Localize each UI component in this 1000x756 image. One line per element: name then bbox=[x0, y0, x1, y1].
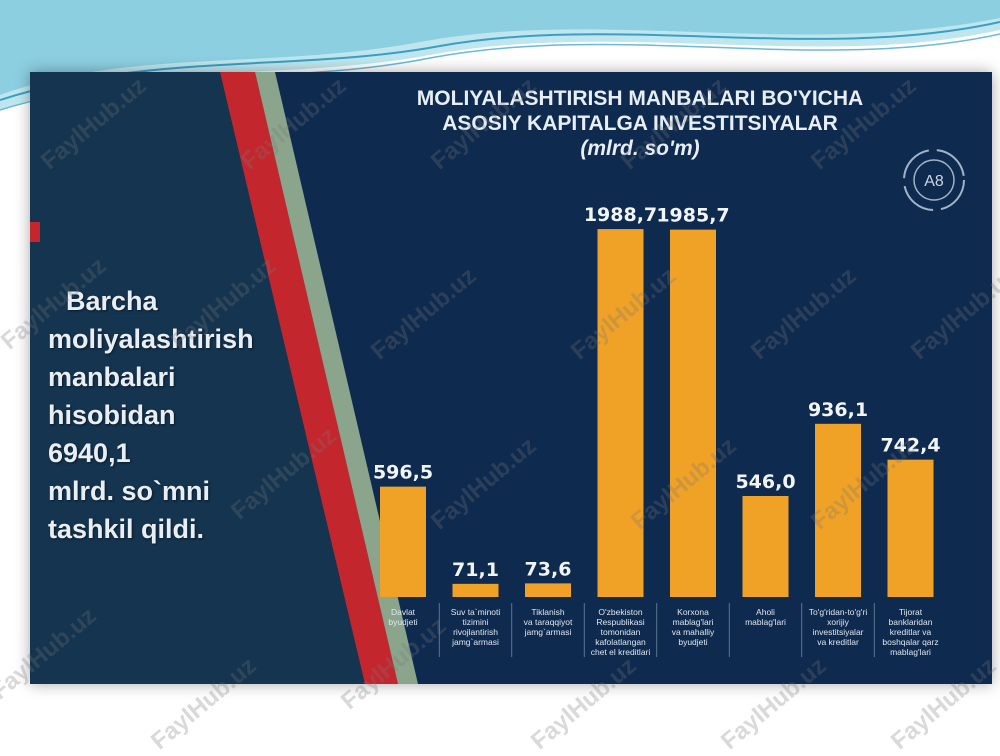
summary-line: mlrd. so`mni bbox=[48, 476, 211, 506]
bar bbox=[597, 229, 644, 597]
bar-value-label: 1985,7 bbox=[656, 205, 729, 227]
logo-icon: A8 bbox=[903, 149, 965, 211]
category-label: Aholi mablag'lari bbox=[745, 607, 786, 627]
summary-text: Barcha moliyalashtirish manbalari hisobi… bbox=[48, 282, 318, 548]
bar bbox=[380, 486, 426, 597]
chart-unit: (mlrd. so'm) bbox=[580, 137, 700, 160]
bar bbox=[670, 229, 716, 597]
bar bbox=[452, 583, 499, 597]
bar bbox=[815, 423, 861, 597]
category-label: O'zbekiston Respublikasi tomonidan kafolatl… bbox=[591, 607, 651, 657]
bar-chart: 596,5 Davlat byudjeti 71,1 Suv ta`minoti tizi… bbox=[373, 204, 941, 657]
chart-title-line: ASOSIY KAPITALGA INVESTITSIYALAR bbox=[442, 112, 838, 135]
bar bbox=[887, 459, 934, 597]
bar-value-label: 71,1 bbox=[452, 559, 499, 581]
summary-line: hisobidan bbox=[48, 400, 176, 430]
logo-text: A8 bbox=[924, 173, 944, 190]
summary-line: 6940,1 bbox=[48, 438, 131, 468]
slide-frame: Barcha moliyalashtirish manbalari hisobi… bbox=[30, 72, 992, 684]
bar bbox=[742, 495, 789, 597]
summary-line: tashkil qildi. bbox=[48, 514, 205, 544]
summary-line: manbalari bbox=[48, 362, 176, 392]
category-label: Suv ta`minoti tizimini rivojlantirish jamg`… bbox=[451, 607, 501, 647]
bar-value-label: 936,1 bbox=[808, 399, 868, 421]
category-label: Korxona mablag'lari va mahalliy byudjeti bbox=[672, 607, 715, 647]
summary-line: moliyalashtirish bbox=[48, 324, 254, 354]
bar-value-label: 596,5 bbox=[373, 462, 433, 484]
bar-value-label: 1988,7 bbox=[584, 204, 657, 226]
chart-title-line: MOLIYALASHTIRISH MANBALARI BO'YICHA bbox=[416, 87, 864, 110]
bar bbox=[525, 583, 571, 597]
bar-value-label: 546,0 bbox=[735, 471, 795, 493]
bar-value-label: 742,4 bbox=[880, 435, 940, 457]
summary-line: Barcha bbox=[66, 286, 158, 316]
category-label: Davlat byudjeti bbox=[388, 607, 417, 627]
chart-title: MOLIYALASHTIRISH MANBALARI BO'YICHA ASOS… bbox=[360, 86, 920, 161]
category-label: Tiklanish va taraqqiyot jamg`armasi bbox=[524, 607, 573, 637]
category-label: To'g'ridan-to'g'ri xorijiy investitsiyalar… bbox=[809, 607, 868, 647]
category-label: Tijorat banklaridan kreditlar va boshqalar … bbox=[882, 607, 938, 657]
bar-value-label: 73,6 bbox=[525, 558, 572, 580]
